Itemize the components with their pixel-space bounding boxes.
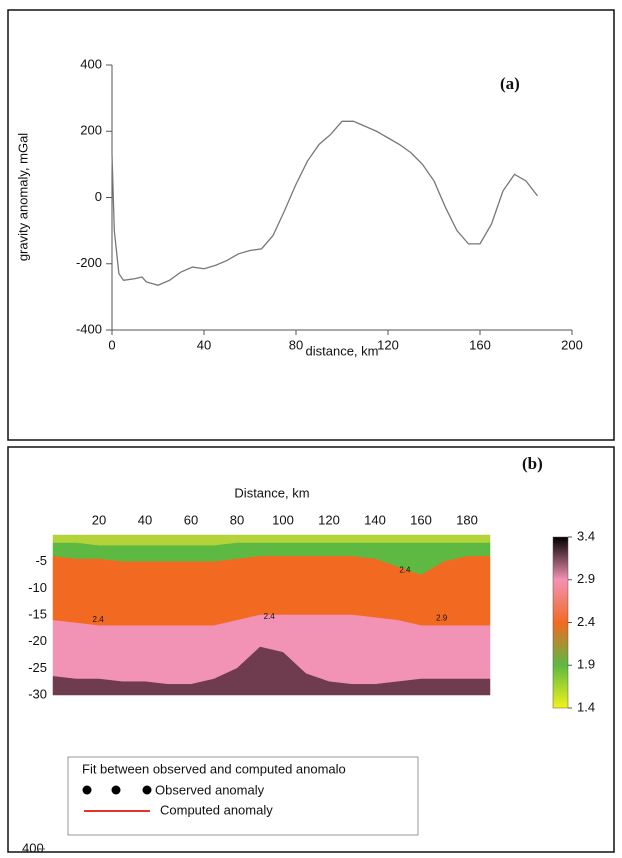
y-tick-label: 0 bbox=[95, 189, 102, 204]
x-tick-label: 80 bbox=[230, 512, 244, 527]
x-tick-label: 40 bbox=[138, 512, 152, 527]
x-tick-label: 140 bbox=[364, 512, 386, 527]
colorbar bbox=[552, 536, 569, 709]
x-tick-label: 160 bbox=[469, 337, 491, 352]
x-tick-label: 160 bbox=[410, 512, 432, 527]
x-tick-label: 0 bbox=[108, 337, 115, 352]
y-tick-label: -10 bbox=[28, 580, 47, 595]
y-tick-label: 400 bbox=[80, 56, 102, 71]
contour-label: 2.9 bbox=[436, 613, 448, 622]
data-line bbox=[111, 120, 539, 286]
legend-marker bbox=[82, 785, 92, 795]
colorbar-label: 1.4 bbox=[577, 699, 595, 714]
colorbar-label: 2.4 bbox=[577, 614, 595, 629]
legend-box bbox=[67, 756, 419, 836]
contour-label: 2.4 bbox=[264, 612, 276, 621]
x-tick-label: 200 bbox=[561, 337, 583, 352]
colorbar-label: 2.9 bbox=[577, 571, 595, 586]
y-tick-label: 400 bbox=[22, 840, 44, 855]
legend-marker bbox=[111, 785, 121, 795]
x-tick-label: 20 bbox=[92, 512, 106, 527]
x-axis-label: Distance, km bbox=[234, 485, 309, 500]
contour-label: 2.4 bbox=[399, 565, 411, 574]
y-tick-label: -30 bbox=[28, 686, 47, 701]
x-tick-label: 60 bbox=[184, 512, 198, 527]
y-tick-label: -400 bbox=[76, 321, 102, 336]
legend-title: Fit between observed and computed anomal… bbox=[82, 761, 346, 776]
contour-label: 2.4 bbox=[93, 615, 105, 624]
panel-a-title: (a) bbox=[500, 74, 520, 93]
legend-label: Observed anomaly bbox=[155, 782, 265, 797]
x-tick-label: 120 bbox=[377, 337, 399, 352]
x-tick-label: 120 bbox=[318, 512, 340, 527]
panel-b-frame bbox=[7, 446, 615, 853]
y-axis-label: gravity anomaly, mGal bbox=[15, 133, 30, 261]
colorbar-label: 3.4 bbox=[577, 528, 595, 543]
y-tick-label: -5 bbox=[35, 553, 47, 568]
x-tick-label: 80 bbox=[289, 337, 303, 352]
y-tick-label: 200 bbox=[80, 123, 102, 138]
x-tick-label: 180 bbox=[456, 512, 478, 527]
colorbar-label: 1.9 bbox=[577, 657, 595, 672]
y-tick-label: -20 bbox=[28, 633, 47, 648]
legend-label: Computed anomaly bbox=[160, 802, 273, 817]
y-tick-label: -25 bbox=[28, 660, 47, 675]
y-tick-label: -200 bbox=[76, 255, 102, 270]
density-layer bbox=[52, 646, 491, 696]
x-tick-label: 100 bbox=[272, 512, 294, 527]
x-tick-label: 40 bbox=[197, 337, 211, 352]
panel-b-title: (b) bbox=[522, 454, 543, 473]
y-tick-label: -15 bbox=[28, 606, 47, 621]
x-axis-label: distance, km bbox=[306, 343, 379, 358]
legend-marker bbox=[142, 785, 152, 795]
panel-a-frame bbox=[7, 9, 615, 441]
